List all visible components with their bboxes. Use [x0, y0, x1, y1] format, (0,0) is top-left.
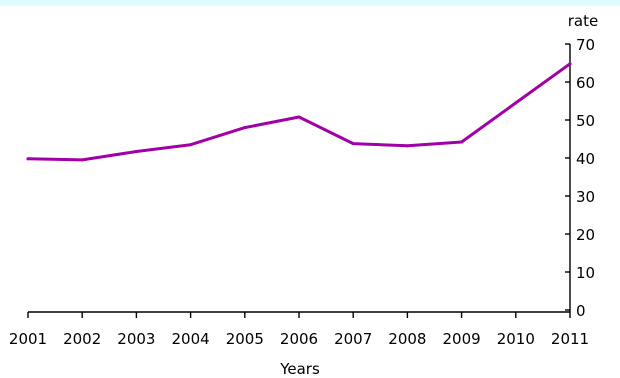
- rate-data-point: [460, 140, 464, 144]
- rate-data-point: [514, 101, 518, 105]
- y-axis: 0 10 20 30 40 50 60 70: [565, 36, 595, 320]
- rate-data-point: [134, 150, 138, 154]
- rate-data-point: [26, 157, 30, 161]
- x-tick-label: 2008: [388, 330, 426, 348]
- y-tick-label: 40: [576, 150, 595, 168]
- top-band: [0, 0, 620, 6]
- x-tick-label: 2006: [280, 330, 318, 348]
- rate-data-point: [405, 144, 409, 148]
- y-tick-label: 30: [576, 188, 595, 206]
- x-tick-label: 2005: [226, 330, 264, 348]
- x-tick-label: 2010: [497, 330, 535, 348]
- x-tick-label: 2002: [63, 330, 101, 348]
- y-axis-title: rate: [568, 12, 598, 30]
- y-tick-label: 60: [576, 74, 595, 92]
- rate-data-point: [189, 143, 193, 147]
- x-tick-label: 2007: [334, 330, 372, 348]
- x-tick-label: 2001: [9, 330, 47, 348]
- y-tick-label: 20: [576, 226, 595, 244]
- y-tick-label: 70: [576, 36, 595, 54]
- x-tick-label: 2004: [172, 330, 210, 348]
- y-tick-label: 50: [576, 112, 595, 130]
- x-tick-label: 2003: [117, 330, 155, 348]
- rate-data-point: [243, 126, 247, 130]
- rate-data-point: [80, 158, 84, 162]
- x-axis: 2001 2002 2003 2004 2005 2006 2007 2008 2009 2010…: [9, 311, 589, 348]
- y-tick-label: 10: [576, 264, 595, 282]
- rate-series-line: [26, 62, 572, 162]
- y-tick-label: 0: [576, 302, 586, 320]
- x-tick-label: 2011: [551, 330, 589, 348]
- x-axis-title: Years: [279, 360, 320, 378]
- series-layer: [26, 62, 572, 162]
- x-tick-label: 2009: [443, 330, 481, 348]
- rate-data-point: [568, 62, 572, 66]
- rate-data-point: [297, 115, 301, 119]
- rate-data-point: [351, 142, 355, 146]
